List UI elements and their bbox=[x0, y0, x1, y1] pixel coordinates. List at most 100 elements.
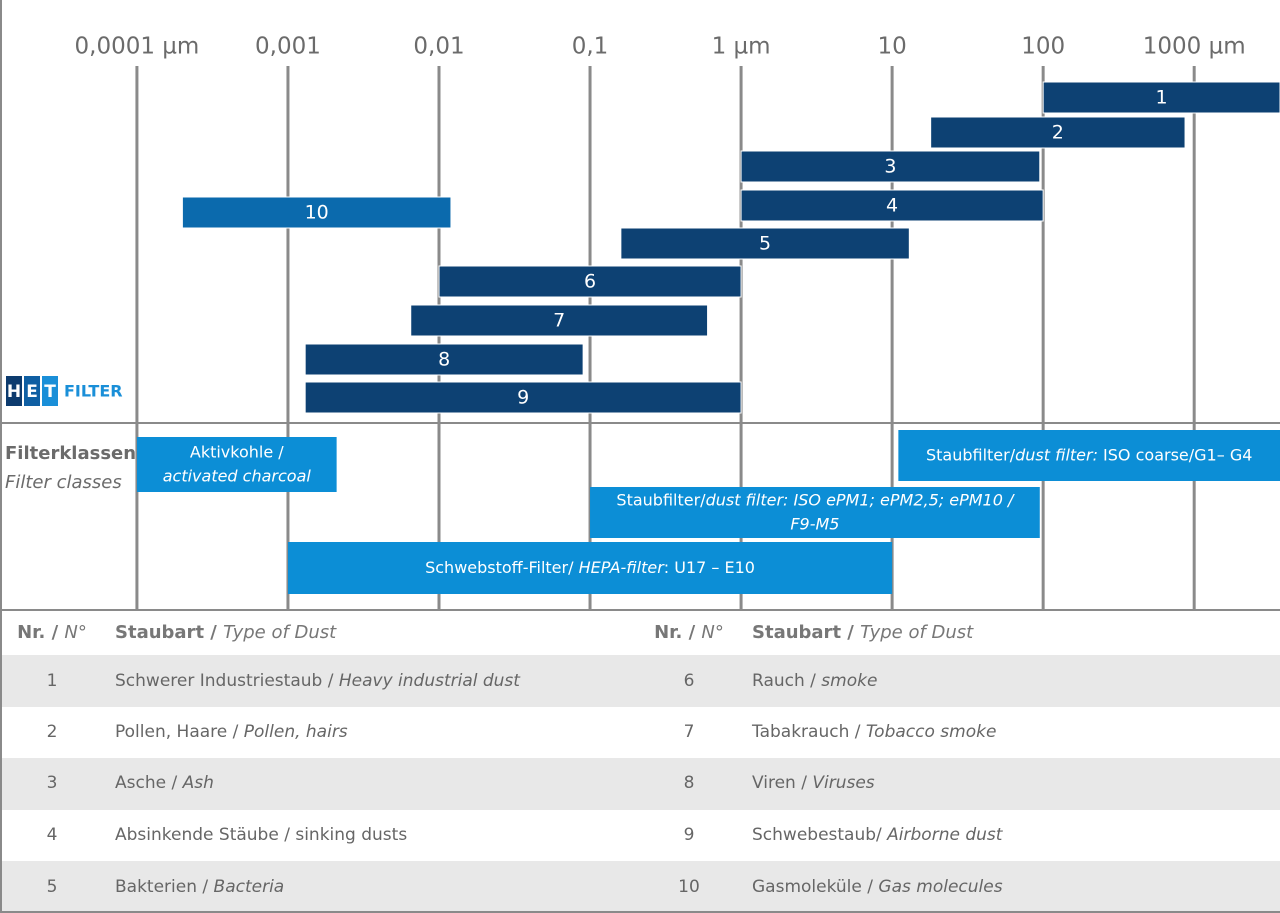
label-part: Absinkende Stäube / sinking dusts bbox=[115, 825, 407, 845]
bar-label: 7 bbox=[553, 310, 565, 332]
label-part: Nr. / bbox=[17, 622, 64, 643]
label: Staubart / Type of Dust bbox=[115, 622, 337, 643]
x-tick-label: 0,01 bbox=[413, 34, 464, 60]
row-number: 2 bbox=[47, 722, 58, 742]
label-part: Pollen, Haare / bbox=[115, 722, 244, 742]
label: Pollen, Haare / Pollen, hairs bbox=[115, 722, 348, 742]
bar-label: 9 bbox=[517, 387, 529, 409]
label-part: Aktivkohle / bbox=[190, 442, 284, 461]
label: Viren / Viruses bbox=[752, 773, 875, 793]
logo-text: FILTER bbox=[64, 382, 123, 401]
label-part: Tobacco smoke bbox=[866, 722, 997, 742]
label-part: Bakterien / bbox=[115, 877, 214, 897]
label: Schwebestaub/ Airborne dust bbox=[752, 825, 1004, 845]
logo-letter: T bbox=[44, 382, 56, 402]
label-part: Viruses bbox=[812, 773, 874, 793]
label: Nr. / N° bbox=[654, 622, 724, 643]
label: activated charcoal bbox=[163, 466, 312, 485]
row-band bbox=[0, 758, 1280, 810]
label: Staubfilter/dust filter: ISO ePM1; ePM2,… bbox=[616, 490, 1015, 509]
row-number: 8 bbox=[684, 773, 695, 793]
row-number: 6 bbox=[684, 671, 695, 691]
label-part: Nr. / bbox=[654, 622, 701, 643]
label-part: N° bbox=[701, 622, 723, 643]
label: Gasmoleküle / Gas molecules bbox=[752, 877, 1003, 897]
row-number: 1 bbox=[47, 671, 58, 691]
bar-label: 3 bbox=[884, 156, 896, 178]
filter-title: Filter classes bbox=[5, 472, 122, 493]
label-part: Rauch / bbox=[752, 671, 821, 691]
logo-box bbox=[24, 376, 40, 406]
label-part: Schwebstoff-Filter/ bbox=[425, 558, 578, 577]
logo-box bbox=[6, 376, 22, 406]
label: Schwerer Industriestaub / Heavy industri… bbox=[115, 671, 521, 691]
row-number: 5 bbox=[47, 877, 58, 897]
label-part: Staubart / bbox=[115, 622, 223, 643]
label-part: ISO coarse/G1– G4 bbox=[1098, 445, 1252, 464]
label-part: Pollen, hairs bbox=[244, 722, 348, 742]
label-part: Type of Dust bbox=[223, 622, 337, 643]
label-part: Type of Dust bbox=[860, 622, 974, 643]
label-part: F9-M5 bbox=[790, 514, 839, 533]
x-tick-label: 0,1 bbox=[572, 34, 609, 60]
row-band bbox=[0, 861, 1280, 913]
logo-box bbox=[42, 376, 58, 406]
label-part: Staubfilter/ bbox=[616, 490, 706, 509]
bar-label: 5 bbox=[759, 233, 771, 255]
row-number: 4 bbox=[47, 825, 58, 845]
x-tick-label: 0,0001 µm bbox=[75, 34, 200, 60]
label: Bakterien / Bacteria bbox=[115, 877, 284, 897]
label-part: Schwerer Industriestaub / bbox=[115, 671, 339, 691]
x-tick-label: 10 bbox=[877, 34, 906, 60]
filter-bar bbox=[898, 430, 1280, 481]
range-bar bbox=[930, 116, 1186, 149]
range-bar bbox=[740, 189, 1044, 222]
x-tick-label: 100 bbox=[1021, 34, 1065, 60]
label: Staubart / Type of Dust bbox=[752, 622, 974, 643]
label-part: Viren / bbox=[752, 773, 812, 793]
range-bar bbox=[304, 381, 742, 414]
row-number: 7 bbox=[684, 722, 695, 742]
label-part: Asche / bbox=[115, 773, 183, 793]
bar-label: 8 bbox=[438, 349, 450, 371]
label: Absinkende Stäube / sinking dusts bbox=[115, 825, 407, 845]
logo-letter: H bbox=[7, 382, 21, 402]
bar-label: 1 bbox=[1156, 87, 1168, 109]
label-part: Schwebestaub/ bbox=[752, 825, 887, 845]
label: Nr. / N° bbox=[17, 622, 87, 643]
filter-bar bbox=[287, 542, 893, 594]
x-tick-label: 0,001 bbox=[255, 34, 321, 60]
row-number: 9 bbox=[684, 825, 695, 845]
filter-bar bbox=[136, 437, 337, 492]
bar-label: 10 bbox=[305, 202, 329, 224]
label-part: Staubfilter/ bbox=[926, 445, 1016, 464]
label-part: Bacteria bbox=[214, 877, 285, 897]
row-band bbox=[0, 655, 1280, 707]
label: Rauch / smoke bbox=[752, 671, 877, 691]
label-part: Ash bbox=[182, 773, 214, 793]
range-bar bbox=[304, 343, 584, 376]
label-part: Staubart / bbox=[752, 622, 860, 643]
x-tick-label: 1000 µm bbox=[1143, 34, 1246, 60]
label: Aktivkohle / bbox=[190, 442, 284, 461]
range-bar bbox=[410, 304, 709, 337]
label-part: dust filter: ISO ePM1; ePM2,5; ePM10 / bbox=[706, 490, 1015, 509]
range-bar bbox=[438, 265, 742, 298]
bar-label: 2 bbox=[1052, 122, 1064, 144]
logo-letter: E bbox=[26, 382, 38, 402]
label-part: activated charcoal bbox=[163, 466, 312, 485]
range-bar bbox=[1042, 81, 1280, 114]
label-part: Tabakrauch / bbox=[751, 722, 866, 742]
range-bar bbox=[740, 150, 1041, 183]
label: Schwebstoff-Filter/ HEPA-filter: U17 – E… bbox=[425, 558, 755, 577]
row-number: 10 bbox=[678, 877, 700, 897]
row-number: 3 bbox=[47, 773, 58, 793]
label: F9-M5 bbox=[790, 514, 839, 533]
label-part: N° bbox=[64, 622, 86, 643]
bar-label: 4 bbox=[886, 195, 898, 217]
range-bar bbox=[620, 227, 910, 260]
label: Asche / Ash bbox=[115, 773, 214, 793]
filter-title: Filterklassen bbox=[5, 443, 136, 464]
